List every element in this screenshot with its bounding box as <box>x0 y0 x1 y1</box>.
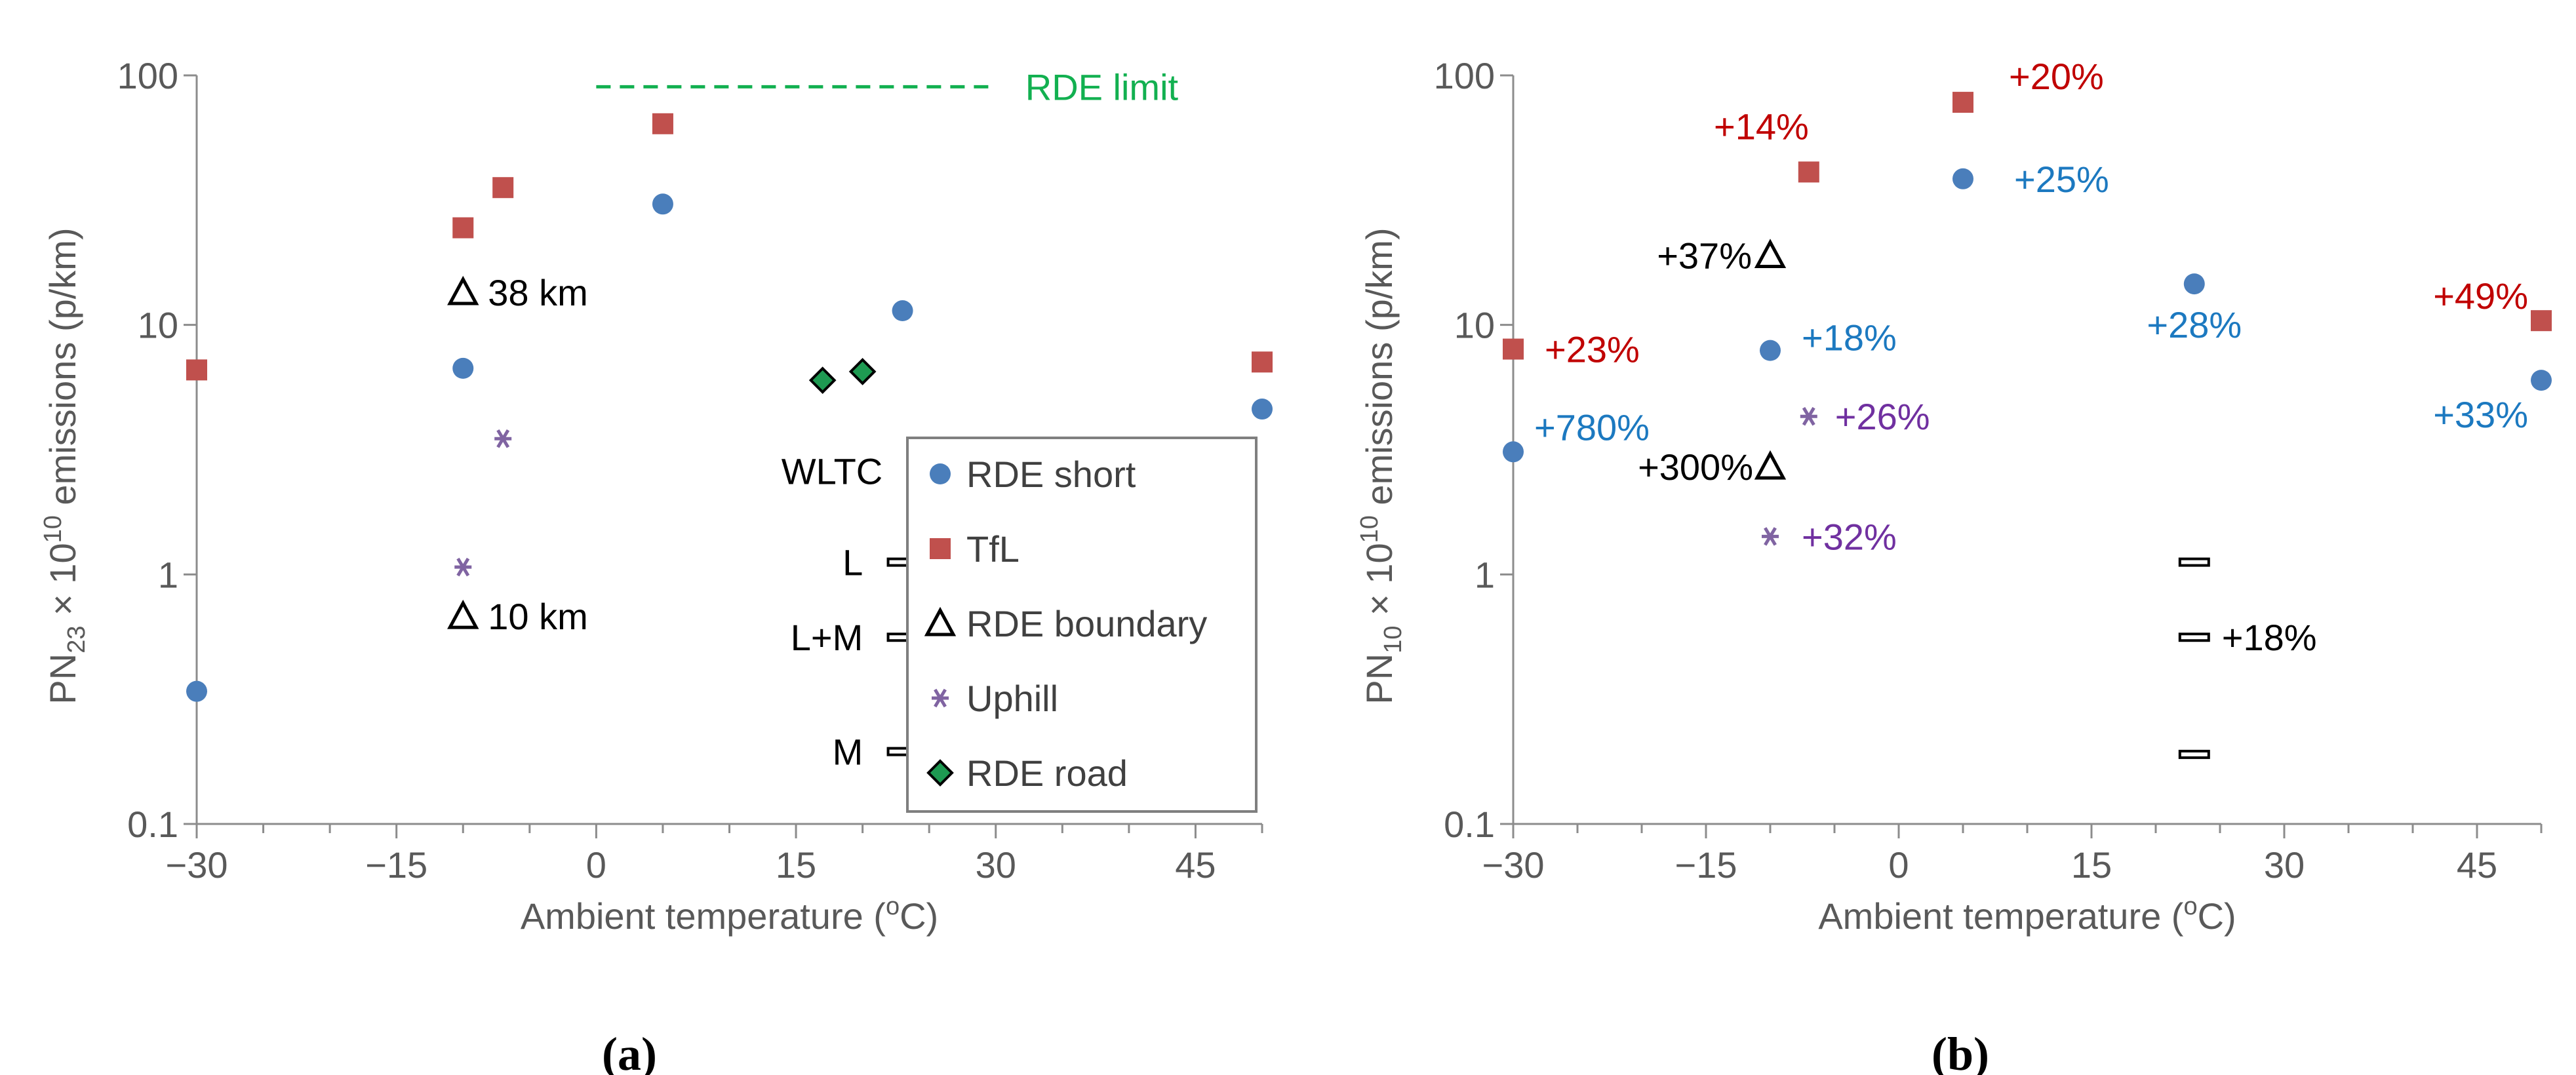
rde-limit-label: RDE limit <box>1025 66 1179 108</box>
x-tick-label: −15 <box>365 844 427 886</box>
rde-short-point <box>186 680 207 702</box>
rde-short-point <box>2531 370 2552 391</box>
uphill-point <box>454 557 472 577</box>
x-tick-label: −15 <box>1675 844 1737 886</box>
tfl-point <box>1798 161 1819 183</box>
rde-short-point <box>892 300 913 322</box>
x-tick-label: 30 <box>2264 844 2305 886</box>
rde-road-point <box>808 366 837 394</box>
x-tick-label: 0 <box>586 844 606 886</box>
legend-rde-road-label: RDE road <box>966 752 1128 794</box>
tfl-point <box>652 113 673 134</box>
legend-uphill-label: Uphill <box>966 678 1058 719</box>
rde-short-point <box>2183 273 2205 295</box>
uphill-point <box>494 429 512 448</box>
legend-rde-boundary-marker <box>924 606 957 636</box>
annotation: +26% <box>1835 396 1930 437</box>
y-tick-label: 1 <box>1475 554 1495 595</box>
annotation: +28% <box>2147 304 2242 345</box>
rde-boundary-point <box>1754 450 1787 480</box>
tfl-point <box>452 217 474 239</box>
tfl-point <box>1503 338 1524 360</box>
rde-road-point <box>848 358 877 385</box>
annotation: WLTC <box>782 450 883 492</box>
legend: RDE short TfL RDE boundary Uphill RDE road <box>906 437 1258 813</box>
rde-boundary-point <box>1754 239 1787 269</box>
rde-short-point <box>1252 399 1273 420</box>
x-axis-title: Ambient temperature (oC) <box>1818 893 2236 937</box>
tfl-point <box>1252 351 1273 373</box>
wltc-point <box>2178 749 2210 759</box>
annotation: +14% <box>1714 106 1809 147</box>
x-tick-label: −30 <box>166 844 228 886</box>
uphill-point <box>1762 527 1779 546</box>
y-tick-label: 100 <box>1434 55 1495 96</box>
legend-tfl-marker <box>930 538 951 559</box>
rde-short-point <box>1760 340 1781 361</box>
panel-a-label: (a) <box>602 1028 657 1075</box>
y-tick-label: 100 <box>117 55 178 96</box>
annotation: 38 km <box>488 272 588 313</box>
tfl-point <box>186 359 207 381</box>
legend-box <box>906 437 1258 813</box>
legend-rde-boundary-label: RDE boundary <box>966 603 1207 644</box>
annotation: +20% <box>2009 56 2104 97</box>
x-tick-label: 45 <box>1175 844 1216 886</box>
annotation: +18% <box>1802 317 1897 359</box>
annotation: +49% <box>2433 275 2528 317</box>
x-tick-label: 30 <box>976 844 1016 886</box>
uphill-point <box>1800 406 1817 426</box>
x-tick-label: 15 <box>2071 844 2112 886</box>
legend-rde-short-marker <box>930 463 951 484</box>
annotation: +18% <box>2222 617 2317 658</box>
annotation: 10 km <box>488 596 588 637</box>
wltc-point <box>2178 557 2210 567</box>
rde-boundary-point <box>447 599 479 629</box>
legend-rde-road-marker <box>926 759 954 787</box>
x-tick-label: −30 <box>1482 844 1545 886</box>
annotation: +23% <box>1545 329 1640 370</box>
x-tick-label: 45 <box>2457 844 2497 886</box>
panel-a: (a) 0.1 1 10 100 −30 −15 0 15 30 45 Ambient temper… <box>39 55 1273 1075</box>
legend-rde-short-label: RDE short <box>966 454 1136 495</box>
rde-short-point <box>1503 441 1524 463</box>
y-tick-label: 10 <box>1454 305 1495 346</box>
annotation: +300% <box>1638 446 1753 488</box>
annotation: +780% <box>1534 406 1650 448</box>
x-tick-label: 0 <box>1888 844 1909 886</box>
x-tick-label: 15 <box>776 844 816 886</box>
y-axis-title: PN10 × 1010 emissions (p/km) <box>1356 227 1407 704</box>
rde-short-point <box>652 193 673 215</box>
y-axis-title: PN23 × 1010 emissions (p/km) <box>39 227 90 704</box>
y-tick-label: 1 <box>158 554 178 595</box>
annotation: +37% <box>1657 235 1752 277</box>
rde-boundary-point <box>447 275 479 305</box>
legend-tfl-label: TfL <box>966 528 1020 570</box>
annotation: +25% <box>2014 159 2109 200</box>
y-tick-label: 10 <box>138 305 178 346</box>
tfl-point <box>492 177 514 199</box>
annotation: L <box>842 542 863 583</box>
wltc-point <box>2178 633 2210 642</box>
panel-b-label: (b) <box>1932 1028 1989 1075</box>
tfl-point <box>1952 92 1973 113</box>
legend-uphill-marker <box>932 688 949 708</box>
y-tick-label: 0.1 <box>127 804 178 845</box>
rde-short-point <box>452 357 474 379</box>
x-axis-title: Ambient temperature (oC) <box>521 893 938 937</box>
panel-b: (b) 0.1 1 10 100 −30 −15 0 15 30 45 Ambient temper… <box>1356 55 2552 1075</box>
annotation: +32% <box>1802 516 1897 557</box>
tfl-point <box>2531 310 2552 332</box>
y-tick-label: 0.1 <box>1444 804 1495 845</box>
rde-short-point <box>1952 168 1973 189</box>
annotation: L+M <box>791 617 863 658</box>
annotation: M <box>833 732 863 773</box>
annotation: +33% <box>2433 394 2528 435</box>
